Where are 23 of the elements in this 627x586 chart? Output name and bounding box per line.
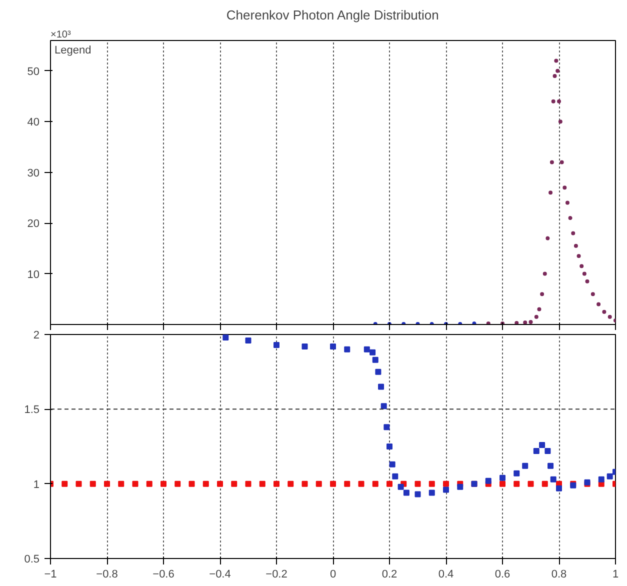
annotation: Legend	[54, 44, 92, 56]
y-tick-label: 2	[33, 330, 40, 342]
y-tick-label: 30	[27, 167, 40, 180]
y-tick-label: 50	[27, 66, 40, 78]
y-tick-label: 10	[27, 268, 40, 281]
y-tick-label: 40	[27, 116, 40, 129]
x-tick-label: 0	[330, 568, 336, 580]
y-tick-label: 0.5	[24, 554, 40, 566]
x-tick-label: 0.6	[494, 568, 510, 580]
annotation: ×10³	[50, 30, 72, 40]
chart-title: Cherenkov Photon Angle Distribution	[226, 8, 439, 22]
x-tick-label: −0.8	[96, 568, 118, 580]
x-tick-label: −0.6	[152, 568, 174, 580]
x-tick-label: 0.8	[551, 568, 567, 580]
y-tick-label: 1	[33, 478, 40, 491]
x-tick-label: 1	[612, 568, 619, 580]
x-tick-label: −0.2	[266, 568, 288, 580]
x-tick-label: −1	[44, 568, 57, 580]
y-tick-label: 1.5	[24, 404, 40, 416]
x-tick-label: 0.2	[382, 568, 398, 580]
x-tick-label: −0.4	[209, 568, 231, 580]
x-tick-label: 0.4	[438, 568, 454, 580]
y-tick-label: 20	[27, 218, 40, 230]
